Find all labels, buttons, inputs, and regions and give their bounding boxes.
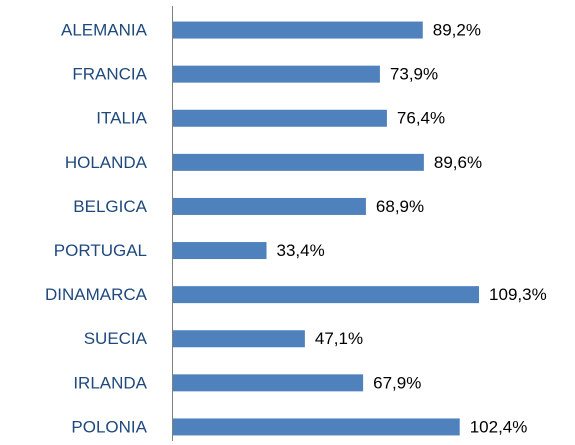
bar — [173, 418, 460, 436]
bar — [173, 286, 480, 304]
value-label: 47,1% — [315, 329, 363, 348]
value-label: 67,9% — [373, 373, 421, 392]
category-label: PORTUGAL — [54, 241, 147, 260]
bar — [173, 330, 305, 348]
category-label: BELGICA — [73, 197, 147, 216]
bar — [173, 21, 423, 39]
bar — [173, 242, 267, 260]
category-label: ALEMANIA — [61, 21, 148, 40]
bar — [173, 197, 366, 215]
value-label: 109,3% — [489, 285, 547, 304]
value-label: 89,2% — [433, 21, 481, 40]
value-label: 73,9% — [390, 65, 438, 84]
bar — [173, 65, 380, 83]
value-label: 102,4% — [470, 417, 528, 436]
value-label: 33,4% — [277, 241, 325, 260]
category-label: POLONIA — [71, 417, 147, 436]
category-label: FRANCIA — [72, 65, 147, 84]
category-label: SUECIA — [84, 329, 148, 348]
value-label: 76,4% — [397, 109, 445, 128]
category-label: HOLANDA — [65, 153, 148, 172]
value-label: 68,9% — [376, 197, 424, 216]
value-label: 89,6% — [434, 153, 482, 172]
category-label: DINAMARCA — [45, 285, 148, 304]
bar — [173, 109, 387, 127]
bar — [173, 374, 364, 392]
bar — [173, 153, 424, 171]
category-label: ITALIA — [96, 109, 147, 128]
category-label: IRLANDA — [73, 373, 147, 392]
